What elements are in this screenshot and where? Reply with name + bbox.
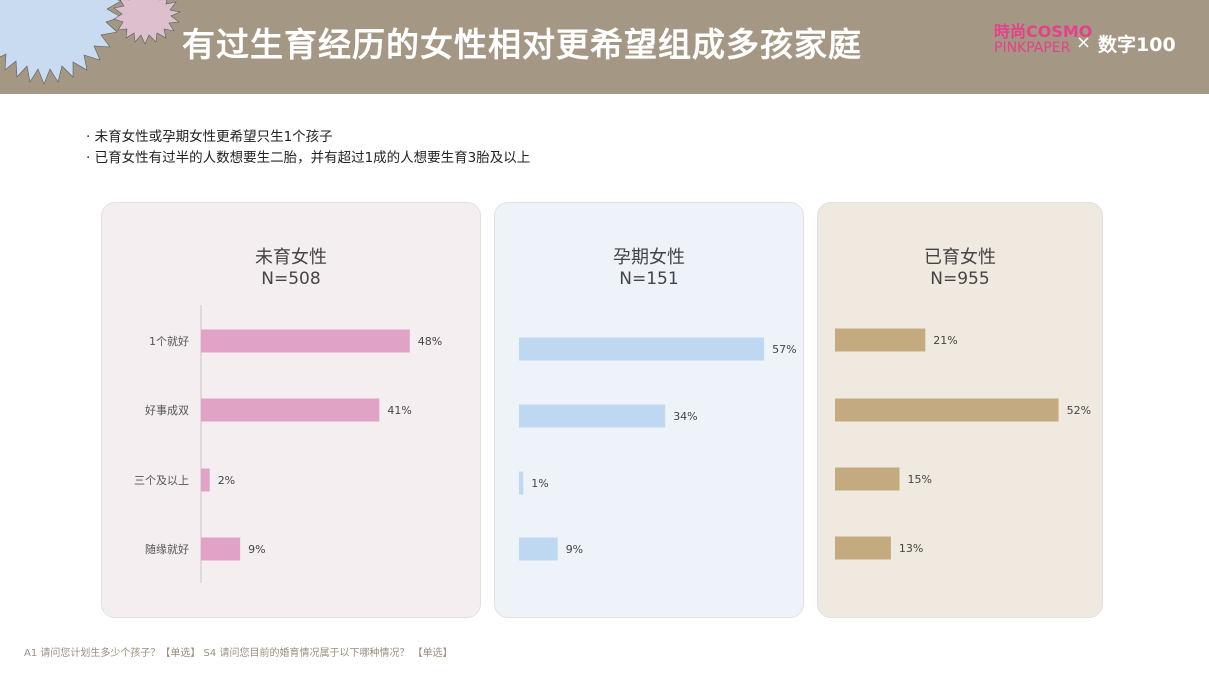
finding-2-text: 已育女性有过半的人数想要生二胎，并有超过1成的人想要生育3胎及以上	[94, 150, 531, 166]
data-label-0: 21%	[933, 334, 957, 347]
panel-sample-size: N=151	[619, 269, 679, 289]
data-label-0: 48%	[418, 335, 442, 348]
chart-panel-mothers: 已育女性 N=955 21% 52% 15% 13%	[817, 202, 1103, 618]
bar-chart: 48% 1个就好 41% 好事成双 2% 三个及以上 9% 随缘就好	[134, 305, 442, 583]
cosmo-logo-line2: PINKPAPER	[994, 40, 1071, 56]
header-banner: 有过生育经历的女性相对更希望组成多孩家庭 時尚COSMO PINKPAPER ×…	[0, 0, 1209, 94]
bar-1	[835, 398, 1059, 422]
category-label-0: 1个就好	[149, 334, 189, 348]
bar-1	[519, 404, 666, 428]
brand-logos: 時尚COSMO PINKPAPER × 数字100	[994, 24, 1194, 64]
panel-sample-size: N=508	[261, 269, 321, 289]
szb-logo: 数字100	[1098, 34, 1176, 56]
panel-title: 未育女性	[255, 247, 327, 268]
bar-0	[201, 329, 410, 353]
data-label-3: 9%	[248, 543, 265, 556]
data-label-2: 2%	[218, 474, 235, 487]
data-label-1: 52%	[1067, 404, 1091, 417]
page-title: 有过生育经历的女性相对更希望组成多孩家庭	[182, 25, 862, 64]
logo-separator: ×	[1076, 32, 1092, 53]
decorative-starburst	[0, 0, 181, 85]
panel-sample-size: N=955	[930, 269, 990, 289]
data-label-1: 41%	[387, 404, 411, 417]
bar-chart: 21% 52% 15% 13%	[835, 328, 1091, 560]
key-findings: · 未育女性或孕期女性更希望只生1个孩子 · 已育女性有过半的人数想要生二胎，并…	[86, 127, 530, 169]
category-label-2: 三个及以上	[134, 474, 189, 487]
panel-title: 孕期女性	[613, 247, 685, 268]
cosmo-logo: 時尚COSMO PINKPAPER	[994, 22, 1093, 57]
bar-0	[519, 337, 765, 361]
category-label-1: 好事成双	[145, 403, 189, 417]
data-label-1: 34%	[673, 410, 697, 423]
data-label-2: 15%	[908, 473, 932, 486]
chart-panel-pregnant: 孕期女性 N=151 57% 34% 1% 9%	[494, 202, 804, 618]
bar-3	[201, 537, 241, 561]
pink-starburst	[113, 0, 181, 45]
cosmo-logo-line1: 時尚COSMO	[994, 22, 1093, 41]
chart-panel-unmarried: 未育女性 N=508 48% 1个就好 41% 好事成双 2% 三个及以上 9% 随缘就好	[101, 202, 481, 618]
bar-3	[519, 537, 558, 561]
bar-3	[835, 536, 891, 560]
bar-1	[201, 398, 380, 422]
bar-chart: 57% 34% 1% 9%	[519, 337, 797, 561]
footnote: A1 请问您计划生多少个孩子？【单选】 S4 请问您目前的婚育情况属于以下哪种情…	[24, 648, 453, 659]
finding-1: · 未育女性或孕期女性更希望只生1个孩子	[86, 129, 333, 145]
finding-2: · 已育女性有过半的人数想要生二胎，并有超过1成的人想要生育3胎及以上	[86, 150, 531, 166]
bar-0	[835, 328, 926, 352]
bar-2	[201, 468, 210, 492]
finding-1-text: 未育女性或孕期女性更希望只生1个孩子	[94, 129, 333, 145]
bar-2	[835, 467, 900, 491]
blue-starburst	[0, 0, 122, 85]
category-label-3: 随缘就好	[145, 542, 189, 556]
data-label-0: 57%	[772, 343, 796, 356]
panel-title: 已育女性	[924, 247, 996, 268]
data-label-3: 13%	[899, 542, 923, 555]
data-label-3: 9%	[566, 543, 583, 556]
bar-2	[519, 471, 524, 495]
data-label-2: 1%	[531, 477, 548, 490]
